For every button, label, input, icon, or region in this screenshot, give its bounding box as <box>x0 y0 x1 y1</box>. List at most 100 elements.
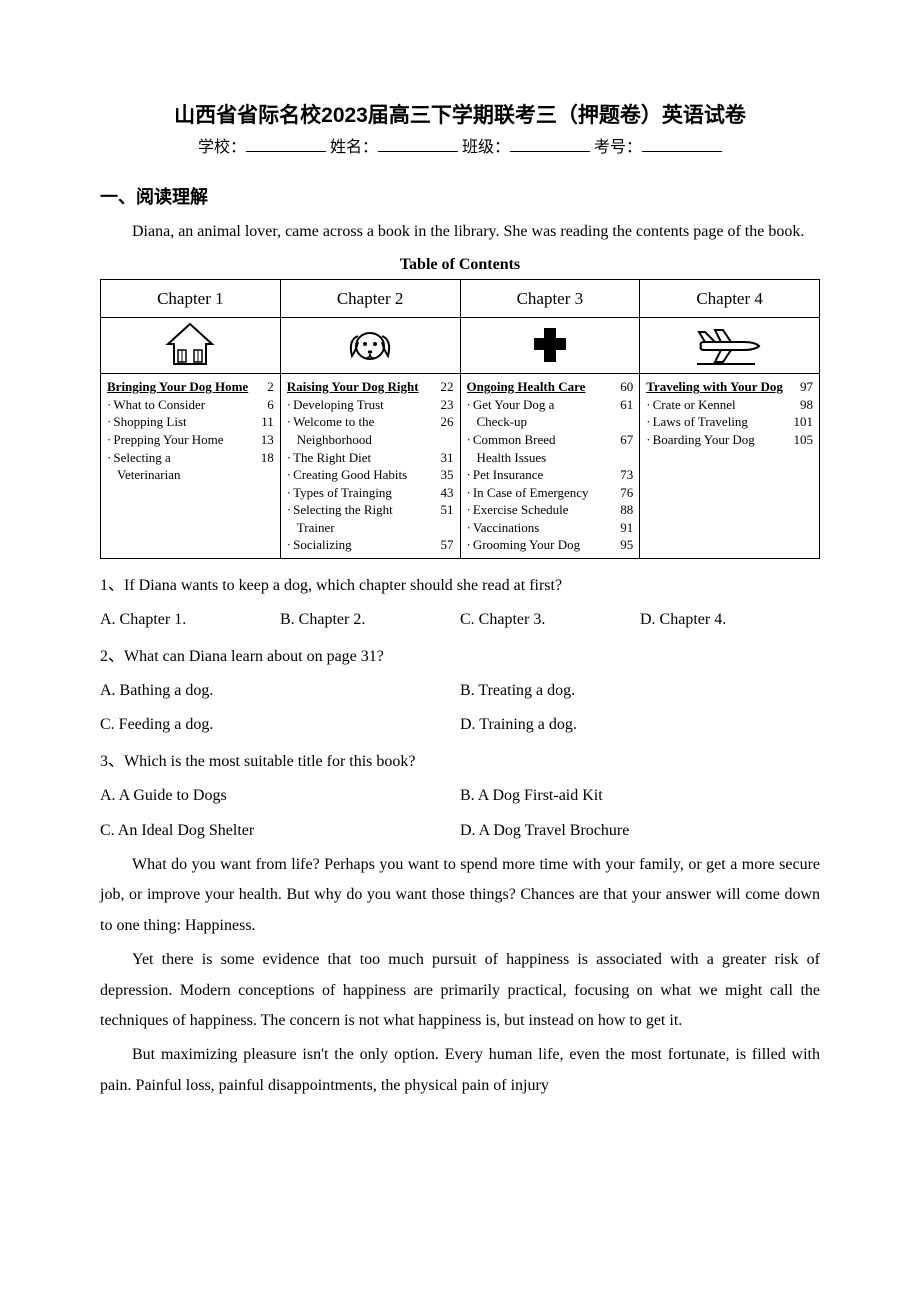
toc-item-label: Common Breed <box>467 431 556 449</box>
passage2-p3: But maximizing pleasure isn't the only o… <box>100 1040 820 1101</box>
toc-item-label: Boarding Your Dog <box>646 431 755 449</box>
section-heading: 一、阅读理解 <box>100 184 820 211</box>
choice-c: C. Chapter 3. <box>460 605 640 635</box>
choice-b: B. A Dog First-aid Kit <box>460 781 820 811</box>
examno-label: 考号： <box>594 139 642 156</box>
exam-title: 山西省省际名校2023届高三下学期联考三（押题卷）英语试卷 <box>100 100 820 132</box>
page-number: 13 <box>261 431 274 449</box>
toc-item-label: Shopping List <box>107 413 187 431</box>
choice-a: A. Chapter 1. <box>100 605 280 635</box>
page-number: 97 <box>800 378 813 396</box>
toc-chapter-cell: Bringing Your Dog Home 2 What to Consider 6… <box>101 374 281 558</box>
toc-item-label: Vaccinations <box>467 519 540 537</box>
page-number: 95 <box>620 536 633 554</box>
passage1-intro: Diana, an animal lover, came across a bo… <box>100 217 820 247</box>
page-number: 88 <box>620 501 633 519</box>
choice-a: A. A Guide to Dogs <box>100 781 460 811</box>
page-number: 31 <box>441 449 454 467</box>
choice-b: B. Treating a dog. <box>460 676 820 706</box>
page-number: 67 <box>620 431 633 449</box>
q1-choices: A. Chapter 1. B. Chapter 2. C. Chapter 3… <box>100 605 820 635</box>
toc-icon-row <box>101 318 820 374</box>
page-number: 43 <box>441 484 454 502</box>
school-label: 学校： <box>198 139 246 156</box>
toc-item-label: The Right Diet <box>287 449 371 467</box>
class-label: 班级： <box>462 139 510 156</box>
toc-col-title: Chapter 1 <box>101 279 281 318</box>
toc-item-label: In Case of Emergency <box>467 484 589 502</box>
page-number: 105 <box>794 431 814 449</box>
toc-chapter-cell: Raising Your Dog Right 22 Developing Trust… <box>280 374 460 558</box>
toc-caption: Table of Contents <box>100 253 820 277</box>
toc-table: Chapter 1 Chapter 2 Chapter 3 Chapter 4 <box>100 279 820 559</box>
page-number: 101 <box>794 413 814 431</box>
page-number: 6 <box>267 396 274 414</box>
name-label: 姓名： <box>330 139 378 156</box>
toc-item-label: Socializing <box>287 536 352 554</box>
toc-item-cont: Trainer <box>287 519 335 537</box>
page-number: 26 <box>441 413 454 431</box>
choice-d: D. Chapter 4. <box>640 605 820 635</box>
passage2-p2: Yet there is some evidence that too much… <box>100 945 820 1036</box>
toc-item-label: Prepping Your Home <box>107 431 224 449</box>
toc-item-label: Selecting the Right <box>287 501 393 519</box>
q2-stem: 2、What can Diana learn about on page 31? <box>100 642 820 672</box>
toc-item-label: Developing Trust <box>287 396 384 414</box>
table-of-contents: Table of Contents Chapter 1 Chapter 2 Ch… <box>100 253 820 559</box>
page-number: 57 <box>441 536 454 554</box>
toc-item-label: Welcome to the <box>287 413 375 431</box>
toc-item-label: Laws of Traveling <box>646 413 748 431</box>
toc-item-cont: Check-up <box>467 413 528 431</box>
chapter-heading: Raising Your Dog Right <box>287 379 419 394</box>
toc-item-label: Grooming Your Dog <box>467 536 581 554</box>
toc-item-label: What to Consider <box>107 396 205 414</box>
page-number: 51 <box>441 501 454 519</box>
passage2-p1: What do you want from life? Perhaps you … <box>100 850 820 941</box>
plane-icon <box>640 318 820 374</box>
toc-item-label: Exercise Schedule <box>467 501 569 519</box>
examno-blank <box>642 136 722 152</box>
q2-choices-row1: A. Bathing a dog. B. Treating a dog. <box>100 676 820 706</box>
house-icon <box>101 318 281 374</box>
chapter-heading: Bringing Your Dog Home <box>107 379 248 394</box>
q3-stem: 3、Which is the most suitable title for t… <box>100 747 820 777</box>
toc-item-cont: Veterinarian <box>107 466 181 484</box>
choice-a: A. Bathing a dog. <box>100 676 460 706</box>
page-number: 98 <box>800 396 813 414</box>
student-info-row: 学校： 姓名： 班级： 考号： <box>100 136 820 160</box>
dogface-icon <box>280 318 460 374</box>
cross-icon <box>460 318 640 374</box>
toc-item-label: Selecting a <box>107 449 171 467</box>
chapter-heading: Traveling with Your Dog <box>646 379 783 394</box>
toc-item-label: Creating Good Habits <box>287 466 407 484</box>
class-blank <box>510 136 590 152</box>
q3-choices-row1: A. A Guide to Dogs B. A Dog First-aid Ki… <box>100 781 820 811</box>
page-number: 91 <box>620 519 633 537</box>
q2-choices-row2: C. Feeding a dog. D. Training a dog. <box>100 710 820 740</box>
toc-col-title: Chapter 3 <box>460 279 640 318</box>
page-number: 2 <box>267 378 274 396</box>
q1-stem: 1、If Diana wants to keep a dog, which ch… <box>100 571 820 601</box>
toc-item-label: Pet Insurance <box>467 466 544 484</box>
toc-item-cont: Health Issues <box>467 449 547 467</box>
toc-header-row: Chapter 1 Chapter 2 Chapter 3 Chapter 4 <box>101 279 820 318</box>
page-number: 76 <box>620 484 633 502</box>
page-number: 22 <box>441 378 454 396</box>
page-number: 73 <box>620 466 633 484</box>
toc-chapter-cell: Traveling with Your Dog 97 Crate or Kennel… <box>640 374 820 558</box>
choice-d: D. Training a dog. <box>460 710 820 740</box>
page-number: 60 <box>620 378 633 396</box>
school-blank <box>246 136 326 152</box>
choice-c: C. Feeding a dog. <box>100 710 460 740</box>
toc-chapter-cell: Ongoing Health Care60Get Your Dog a61Che… <box>460 374 640 558</box>
page-number: 18 <box>261 449 274 467</box>
toc-item-label: Get Your Dog a <box>467 396 555 414</box>
toc-item-label: Crate or Kennel <box>646 396 735 414</box>
q3-choices-row2: C. An Ideal Dog Shelter D. A Dog Travel … <box>100 816 820 846</box>
toc-col-title: Chapter 4 <box>640 279 820 318</box>
toc-item-label: Types of Trainging <box>287 484 392 502</box>
page-number: 23 <box>441 396 454 414</box>
toc-col-title: Chapter 2 <box>280 279 460 318</box>
choice-c: C. An Ideal Dog Shelter <box>100 816 460 846</box>
chapter-heading: Ongoing Health Care <box>467 379 586 394</box>
